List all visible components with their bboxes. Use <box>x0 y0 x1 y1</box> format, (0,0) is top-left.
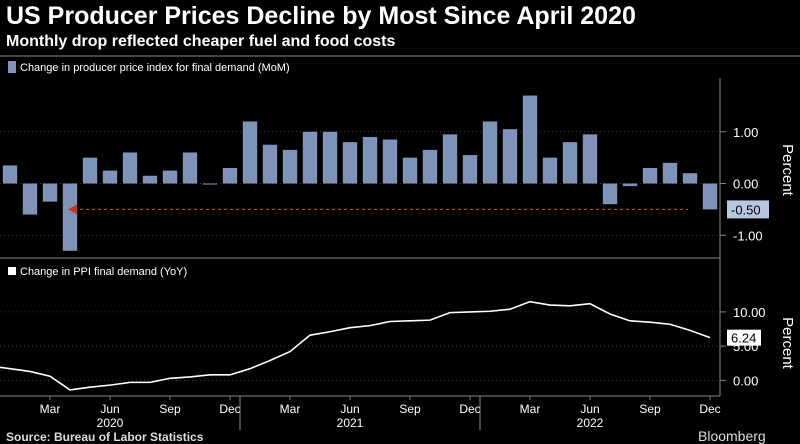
x-tick-label-month: Jun <box>340 402 359 416</box>
bar-mom <box>702 183 718 210</box>
x-tick-label-year: 2021 <box>337 416 364 430</box>
x-tick-label-month: Jun <box>100 402 119 416</box>
bar-mom <box>542 157 558 184</box>
x-tick-label-month: Mar <box>520 402 541 416</box>
bar-mom <box>142 175 158 184</box>
x-tick-label-month: Dec <box>459 402 480 416</box>
x-tick-label-month: Sep <box>399 402 421 416</box>
x-tick-label-year: 2022 <box>577 416 604 430</box>
last-value-box-mom <box>727 200 769 219</box>
bar-mom <box>442 134 458 184</box>
bar-mom <box>82 157 98 184</box>
y-tick-label-mom: 1.00 <box>733 125 758 140</box>
last-value-label-mom: -0.50 <box>731 202 761 217</box>
bar-mom <box>482 121 498 184</box>
bar-mom <box>222 168 238 184</box>
bar-mom <box>342 142 358 184</box>
bar-mom <box>202 183 218 185</box>
bar-mom <box>602 183 618 205</box>
bar-mom <box>502 129 518 184</box>
bar-mom <box>62 183 78 251</box>
y-tick-label-yoy: 0.00 <box>733 373 758 388</box>
bar-mom <box>682 173 698 184</box>
legend-label-yoy: Change in PPI final demand (YoY) <box>20 266 187 278</box>
chart-title: US Producer Prices Decline by Most Since… <box>6 2 636 30</box>
x-tick-label-month: Dec <box>219 402 240 416</box>
bar-mom <box>662 162 678 184</box>
legend-label-mom: Change in producer price index for final… <box>20 62 290 74</box>
bar-mom <box>162 170 178 184</box>
bar-mom <box>562 142 578 184</box>
bar-mom <box>42 183 58 202</box>
bar-mom <box>22 183 38 215</box>
source-note: Source: Bureau of Labor Statistics <box>6 430 204 444</box>
x-tick-label-month: Sep <box>639 402 661 416</box>
y-tick-label-yoy: 10.00 <box>733 305 766 320</box>
bar-mom <box>322 131 338 184</box>
bar-mom <box>362 136 378 184</box>
brand-logo-text: Bloomberg <box>698 428 766 444</box>
x-tick-label-month: Mar <box>280 402 301 416</box>
y-tick-label-mom: 0.00 <box>733 177 758 192</box>
x-tick-label-month: Mar <box>40 402 61 416</box>
bar-mom <box>642 168 658 184</box>
bar-mom <box>582 134 598 184</box>
bar-mom <box>182 152 198 184</box>
bar-mom <box>262 144 278 184</box>
bar-mom <box>382 139 398 184</box>
bar-mom <box>462 155 478 184</box>
bar-mom <box>522 95 538 184</box>
last-value-box-yoy <box>727 329 761 346</box>
chart-subtitle: Monthly drop reflected cheaper fuel and … <box>6 33 396 50</box>
legend-swatch-mom <box>8 61 16 73</box>
y-axis-label-mom: Percent <box>779 144 796 197</box>
x-tick-label-year: 2020 <box>97 416 124 430</box>
reference-arrowhead <box>68 204 77 215</box>
y-tick-label-mom: -1.00 <box>733 228 763 243</box>
bar-mom <box>102 170 118 184</box>
bar-mom <box>242 121 258 184</box>
bar-mom <box>302 131 318 184</box>
x-tick-label-month: Jun <box>580 402 599 416</box>
legend-swatch-yoy <box>8 267 16 275</box>
y-axis-label-yoy: Percent <box>779 317 796 370</box>
bar-mom <box>282 149 298 184</box>
x-tick-label-month: Dec <box>699 402 720 416</box>
bar-mom <box>622 183 638 187</box>
last-value-label-yoy: 6.24 <box>731 331 756 346</box>
bar-mom <box>402 157 418 184</box>
x-tick-label-month: Sep <box>159 402 181 416</box>
bar-mom <box>2 165 18 184</box>
line-series-yoy <box>0 300 711 391</box>
bar-mom <box>122 152 138 184</box>
bar-mom <box>422 149 438 184</box>
